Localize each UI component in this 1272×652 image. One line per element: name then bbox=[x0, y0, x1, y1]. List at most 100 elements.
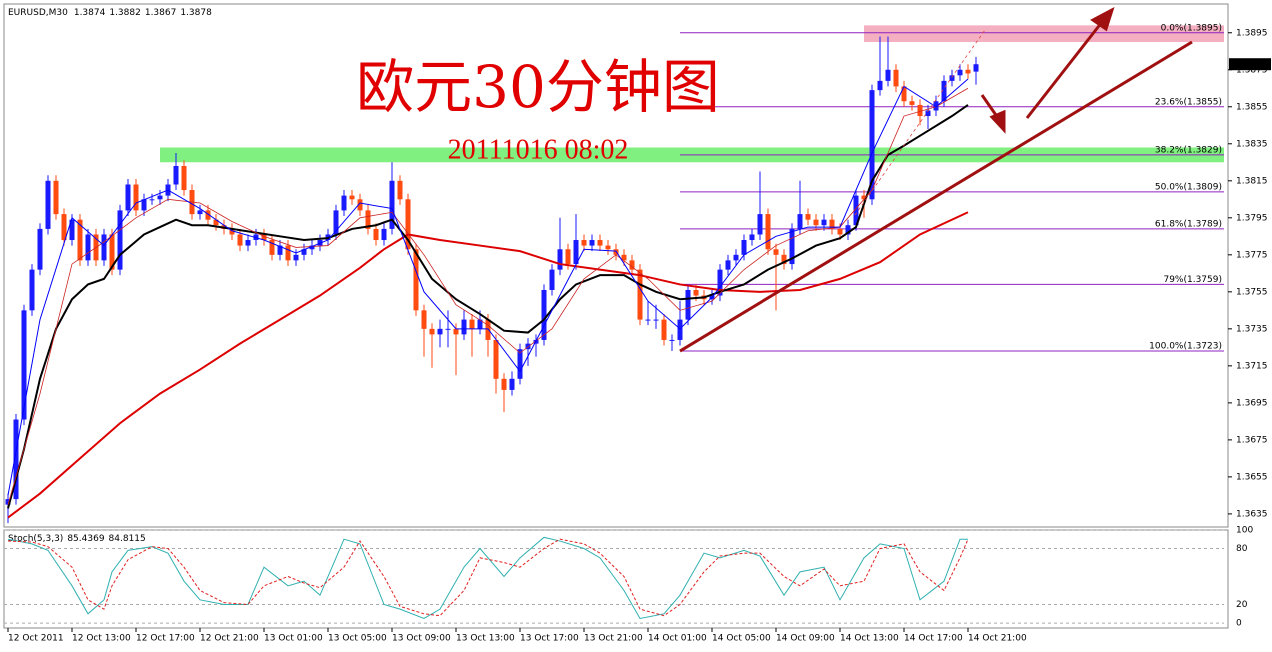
candle-body bbox=[653, 319, 659, 321]
chart-title: 欧元30分钟图 bbox=[356, 53, 720, 121]
moving-average bbox=[7, 104, 969, 509]
candle-body bbox=[517, 349, 523, 379]
candle-body bbox=[69, 219, 75, 241]
indicator-value: 85.4369 bbox=[67, 534, 104, 544]
candle-body bbox=[677, 319, 683, 340]
y-tick-label: 1.3795 bbox=[1236, 213, 1268, 223]
low: 1.3867 bbox=[145, 8, 177, 18]
candle-body bbox=[365, 210, 371, 229]
x-tick-label: 14 Oct 09:00 bbox=[776, 634, 835, 644]
candle-body bbox=[861, 195, 867, 200]
candle-body bbox=[37, 228, 43, 270]
candle-body bbox=[557, 249, 563, 270]
candle-body bbox=[629, 260, 635, 270]
candle-body bbox=[293, 254, 299, 261]
candle-body bbox=[741, 240, 747, 255]
header: EURUSD,M30 1.3874 1.3882 1.3867 1.3878 bbox=[8, 8, 212, 18]
candle-body bbox=[381, 228, 387, 241]
candle-body bbox=[541, 289, 547, 340]
candle-body bbox=[45, 180, 51, 229]
y-tick-label: 1.3715 bbox=[1236, 361, 1268, 371]
candle-body bbox=[869, 90, 875, 200]
candle-body bbox=[469, 319, 475, 329]
candle-body bbox=[645, 319, 651, 321]
candle-body bbox=[669, 339, 675, 341]
candle-body bbox=[685, 289, 691, 320]
arrows bbox=[980, 6, 1115, 134]
candle-body bbox=[445, 328, 451, 330]
candle-body bbox=[357, 199, 363, 211]
y-tick-label: 1.3675 bbox=[1236, 435, 1268, 445]
candle-body bbox=[797, 214, 803, 229]
x-tick-label: 13 Oct 05:00 bbox=[328, 634, 387, 644]
y-tick-label: 20 bbox=[1236, 600, 1248, 610]
symbol: EURUSD,M30 bbox=[8, 8, 68, 18]
candle-body bbox=[85, 234, 91, 261]
candle-body bbox=[13, 419, 19, 500]
y-tick-label: 1.3695 bbox=[1236, 398, 1268, 408]
x-tick-label: 12 Oct 2011 bbox=[8, 634, 64, 644]
candle-body bbox=[157, 195, 163, 200]
candle-body bbox=[805, 214, 811, 220]
fib-label: 79%(1.3759) bbox=[1163, 275, 1222, 285]
channel-line bbox=[854, 29, 986, 216]
series-layer bbox=[5, 36, 979, 524]
candle-body bbox=[493, 339, 499, 379]
x-tick-label: 13 Oct 21:00 bbox=[584, 634, 643, 644]
moving-average bbox=[7, 211, 969, 519]
candle-body bbox=[693, 289, 699, 296]
candle-body bbox=[933, 101, 939, 111]
fib-label: 61.8%(1.3789) bbox=[1155, 219, 1222, 229]
candle-body bbox=[581, 240, 587, 246]
candle-body bbox=[901, 86, 907, 102]
candle-body bbox=[637, 269, 643, 320]
candle-body bbox=[477, 319, 483, 329]
candle-body bbox=[453, 328, 459, 335]
candle-body bbox=[341, 195, 347, 211]
candle-body bbox=[413, 249, 419, 311]
candle-body bbox=[301, 249, 307, 255]
candle-body bbox=[821, 219, 827, 226]
high: 1.3882 bbox=[109, 8, 141, 18]
stoch-line bbox=[7, 536, 968, 620]
arrow-head bbox=[989, 109, 1006, 134]
candle-body bbox=[61, 214, 67, 241]
candle-body bbox=[461, 319, 467, 335]
fib-label: 0.0%(1.3895) bbox=[1161, 23, 1222, 33]
fib-label: 23.6%(1.3855) bbox=[1155, 97, 1222, 107]
candle-body bbox=[733, 254, 739, 261]
overlays: 0.0%(1.3895) 23.6%(1.3855) 38.2%(1.3829) 50… bbox=[160, 23, 1224, 352]
x-tick-label: 12 Oct 13:00 bbox=[72, 634, 131, 644]
candle-body bbox=[621, 254, 627, 261]
indicator-title: Stoch(5,3,3) bbox=[8, 534, 63, 544]
candle-body bbox=[197, 210, 203, 215]
candle-body bbox=[773, 249, 779, 255]
candle-body bbox=[941, 80, 947, 102]
zone bbox=[864, 25, 1224, 43]
arrow-head bbox=[1090, 6, 1115, 32]
candle-body bbox=[397, 180, 403, 200]
candle-body bbox=[333, 210, 339, 235]
moving-average bbox=[7, 78, 969, 496]
candle-body bbox=[725, 260, 731, 270]
y-tick-label: 1.3775 bbox=[1236, 250, 1268, 260]
candle-body bbox=[205, 210, 211, 220]
candle-body bbox=[373, 228, 379, 241]
y-tick-label: 1.3875 bbox=[1236, 65, 1268, 75]
fib-label: 38.2%(1.3829) bbox=[1155, 145, 1222, 155]
price-panel bbox=[3, 3, 1229, 528]
candle-body bbox=[765, 214, 771, 250]
candle-body bbox=[749, 234, 755, 241]
candle-body bbox=[781, 254, 787, 265]
fib-label: 100.0%(1.3723) bbox=[1149, 342, 1222, 352]
candle-body bbox=[309, 245, 315, 250]
candle-body bbox=[917, 104, 923, 117]
close: 1.3878 bbox=[180, 8, 212, 18]
x-tick-label: 14 Oct 01:00 bbox=[648, 634, 707, 644]
x-tick-label: 13 Oct 01:00 bbox=[264, 634, 323, 644]
price-label: 1.3878 bbox=[1234, 60, 1266, 70]
candle-body bbox=[269, 240, 275, 255]
candle-body bbox=[973, 64, 979, 72]
